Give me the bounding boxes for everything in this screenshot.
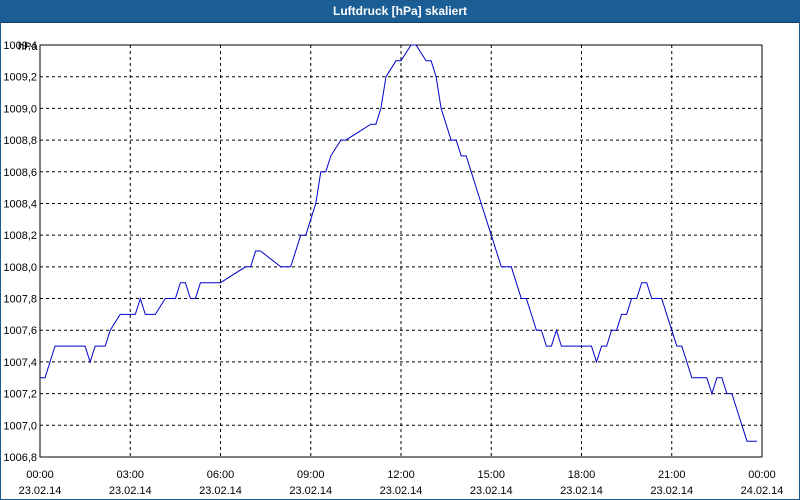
x-tick-time: 06:00 [207,469,235,481]
y-tick-label: 1009,2 [3,72,37,84]
x-tick-date: 23.02.14 [380,485,423,497]
x-tick-time: 03:00 [116,469,144,481]
x-tick-time: 21:00 [658,469,686,481]
y-axis-label: hPa [18,41,38,53]
x-tick-time: 12:00 [387,469,415,481]
y-tick-label: 1007,0 [3,420,37,432]
y-tick-label: 1008,0 [3,262,37,274]
y-tick-label: 1007,4 [3,357,37,369]
x-tick-time: 00:00 [26,469,54,481]
grid-lines [40,44,762,457]
x-tick-labels: 00:00 23.02.14 03:00 23.02.14 06:00 23.02.14 0… [19,469,784,497]
x-tick-date: 23.02.14 [650,485,693,497]
y-tick-label: 1007,8 [3,294,37,306]
x-tick-date: 23.02.14 [470,485,513,497]
x-tick-date: 23.02.14 [19,485,62,497]
y-tick-label: 1007,2 [3,389,37,401]
y-tick-label: 1007,6 [3,325,37,337]
plot-area [39,44,763,458]
y-tick-label: 1008,6 [3,167,37,179]
y-tick-labels: 1006,8 1007,0 1007,2 1007,4 1007,6 1007,8 1008… [3,40,37,464]
x-tick-time: 09:00 [297,469,325,481]
x-tick-date: 23.02.14 [289,485,332,497]
x-tick-date: 24.02.14 [741,485,784,497]
x-tick-time: 00:00 [748,469,776,481]
x-tick-date: 23.02.14 [199,485,242,497]
y-tick-label: 1006,8 [3,452,37,464]
window-title: Luftdruck [hPa] skaliert [1,1,799,23]
y-tick-label: 1008,8 [3,135,37,147]
series-line [40,44,757,442]
x-tick-time: 18:00 [568,469,596,481]
x-tick-date: 23.02.14 [109,485,152,497]
x-tick-time: 15:00 [477,469,505,481]
y-tick-label: 1009,4 [3,40,37,52]
y-tick-label: 1009,0 [3,103,37,115]
y-tick-label: 1008,4 [3,198,37,210]
x-tick-date: 23.02.14 [560,485,603,497]
y-tick-label: 1008,2 [3,230,37,242]
